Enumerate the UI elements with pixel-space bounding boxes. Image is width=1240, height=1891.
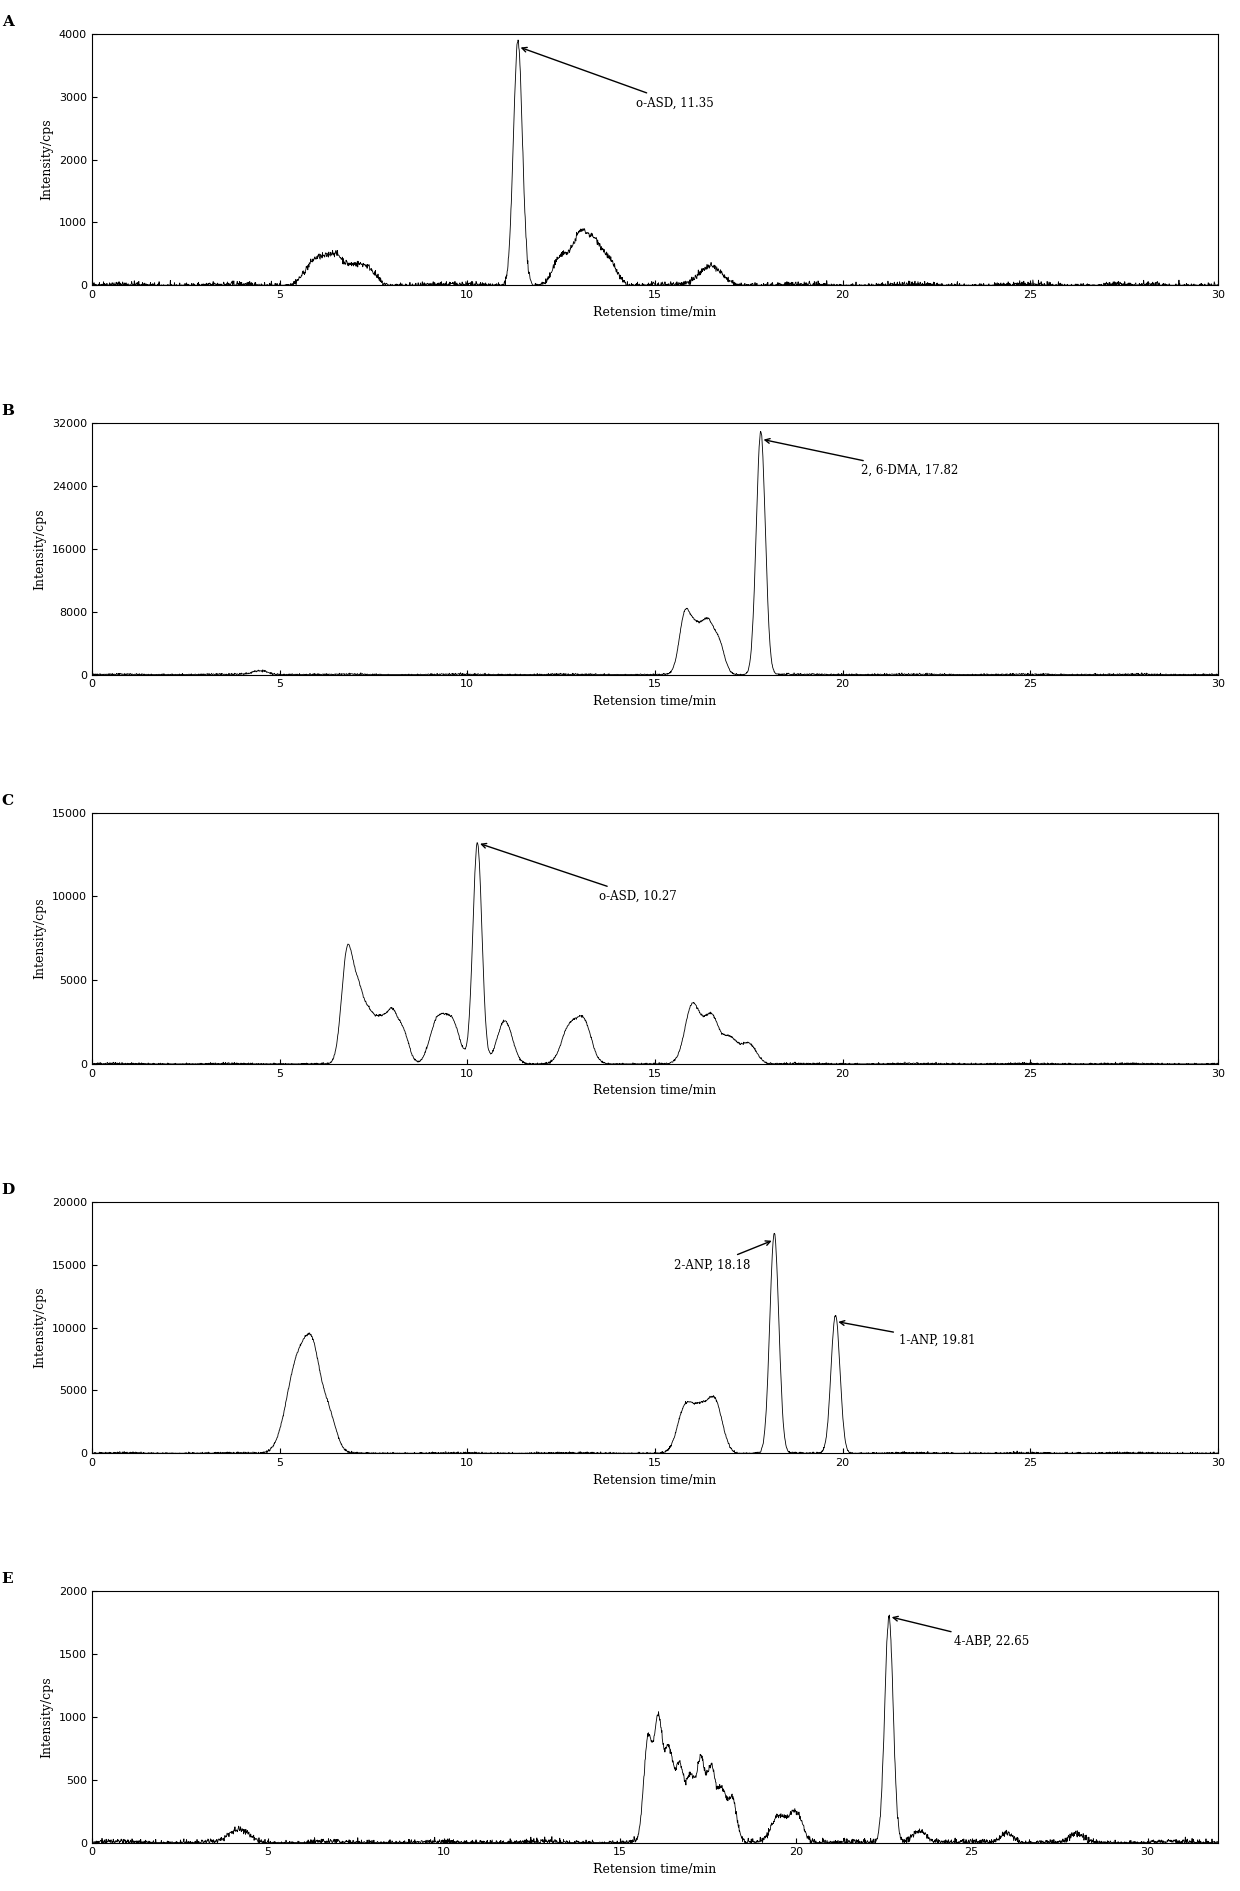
Text: B: B [1, 405, 15, 418]
Y-axis label: Intensity/cps: Intensity/cps [33, 1288, 46, 1369]
Text: 2, 6-DMA, 17.82: 2, 6-DMA, 17.82 [765, 439, 959, 477]
Y-axis label: Intensity/cps: Intensity/cps [33, 898, 46, 980]
X-axis label: Retension time/min: Retension time/min [593, 306, 717, 318]
Text: 2-ANP, 18.18: 2-ANP, 18.18 [673, 1240, 770, 1271]
Y-axis label: Intensity/cps: Intensity/cps [33, 509, 46, 590]
Text: 1-ANP, 19.81: 1-ANP, 19.81 [839, 1320, 976, 1346]
X-axis label: Retension time/min: Retension time/min [593, 1084, 717, 1097]
Text: E: E [1, 1573, 14, 1587]
X-axis label: Retension time/min: Retension time/min [593, 1473, 717, 1486]
X-axis label: Retension time/min: Retension time/min [593, 696, 717, 707]
X-axis label: Retension time/min: Retension time/min [593, 1863, 717, 1876]
Text: 4-ABP, 22.65: 4-ABP, 22.65 [893, 1617, 1029, 1649]
Y-axis label: Intensity/cps: Intensity/cps [41, 119, 53, 200]
Text: A: A [1, 15, 14, 28]
Text: o-ASD, 10.27: o-ASD, 10.27 [481, 843, 676, 902]
Text: C: C [1, 794, 14, 807]
Text: o-ASD, 11.35: o-ASD, 11.35 [522, 47, 714, 110]
Y-axis label: Intensity/cps: Intensity/cps [41, 1675, 53, 1759]
Text: D: D [1, 1184, 15, 1197]
